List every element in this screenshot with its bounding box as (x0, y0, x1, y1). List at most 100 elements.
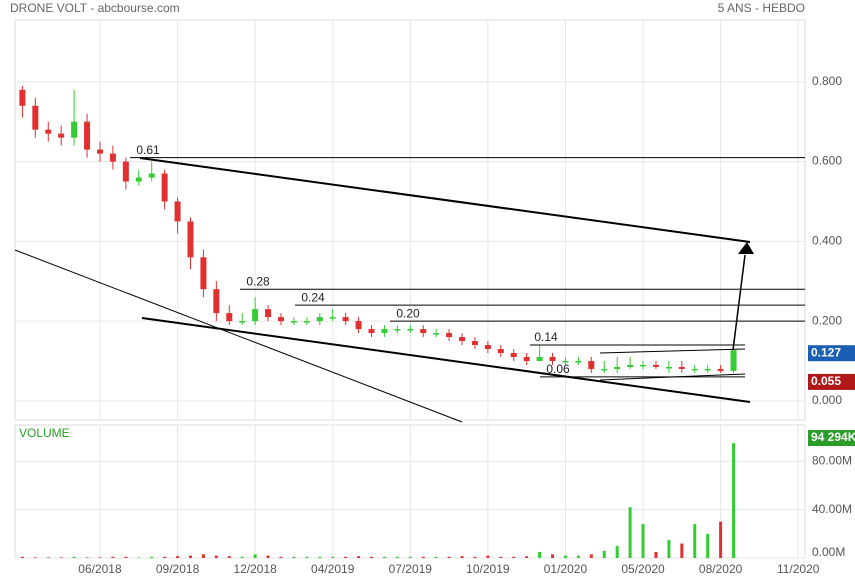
candle-body (265, 309, 272, 318)
trend-line (141, 317, 751, 403)
marks (19, 85, 737, 558)
candle-body (84, 121, 91, 150)
x-tick-label: 01/2020 (544, 562, 588, 576)
candle-body (32, 105, 39, 130)
candle-body (614, 366, 621, 369)
volume-bar (124, 556, 128, 558)
level-label: 0.14 (534, 330, 558, 344)
candle-body (187, 221, 194, 258)
y-tick-label: 0.200 (812, 313, 842, 327)
volume-bar (447, 556, 451, 558)
x-tick-label: 09/2018 (156, 562, 200, 576)
volume-bar (357, 556, 361, 558)
volume-bar (111, 556, 115, 558)
volume-bar (344, 556, 348, 558)
candle-body (717, 368, 724, 371)
volume-bar (240, 556, 244, 558)
volume-bar (305, 556, 309, 558)
candle-body (627, 364, 634, 367)
volume-bar (20, 556, 24, 558)
volume-bar (163, 556, 167, 558)
volume-bar (85, 557, 89, 558)
volume-bar (201, 554, 205, 558)
arrow-head (738, 242, 754, 254)
volume-bar (421, 556, 425, 558)
trend-line (14, 249, 463, 423)
volume-bar (176, 556, 180, 558)
volume-bar (72, 556, 76, 558)
candle-body (549, 356, 556, 361)
volume-bar (551, 554, 555, 558)
candle-body (290, 321, 297, 323)
candle-body (381, 329, 388, 334)
x-tick-label: 12/2018 (233, 562, 277, 576)
level-label: 0.24 (301, 290, 325, 304)
volume-bar (654, 551, 658, 558)
trend-line (599, 348, 746, 354)
volume-bar (292, 556, 296, 558)
volume-bar (460, 556, 464, 558)
volume-tick-label: 40.00M (812, 502, 852, 516)
candle-body (575, 360, 582, 363)
candle-body (459, 337, 466, 342)
value-tag-label: 0.055 (811, 374, 841, 388)
value-tag (808, 430, 855, 446)
arrow (732, 254, 746, 351)
candle-body (109, 153, 116, 162)
volume-bar (732, 443, 736, 558)
volume-bar (706, 533, 710, 558)
candle-body (174, 201, 181, 222)
chart-subtitle: 5 ANS - HEBDO (718, 1, 805, 15)
candle-body (562, 360, 569, 363)
volume-bar (628, 507, 632, 558)
volume-bar (538, 551, 542, 558)
y-tick-label: 0.400 (812, 234, 842, 248)
value-tag-label: 94 294K (811, 430, 855, 444)
candle-body (678, 366, 685, 369)
volume-bar (486, 555, 490, 558)
candle-body (420, 329, 427, 334)
x-tick-label: 04/2019 (311, 562, 355, 576)
candle-body (368, 329, 375, 334)
volume-bar (33, 557, 37, 558)
volume-bar (279, 556, 283, 558)
volume-bar (615, 545, 619, 558)
y-tick-label: 0.000 (812, 393, 842, 407)
candle-body (407, 329, 414, 331)
volume-tick-label: 0.00M (812, 545, 845, 559)
level-label: 0.61 (136, 143, 160, 157)
candle-body (213, 289, 220, 314)
candle-body (704, 368, 711, 371)
candle-body (200, 257, 207, 290)
volume-bar (253, 554, 257, 558)
candle-body (652, 364, 659, 367)
level-label: 0.28 (246, 274, 270, 288)
volume-bar (525, 556, 529, 558)
candle-body (122, 161, 129, 182)
volume-bar (563, 555, 567, 558)
x-tick-label: 10/2019 (466, 562, 510, 576)
volume-bar (137, 557, 141, 558)
candle-body (536, 356, 543, 361)
volume-bar (214, 555, 218, 558)
volume-bar (434, 556, 438, 558)
volume-bar (266, 555, 270, 558)
volume-bar (576, 555, 580, 558)
candle-body (342, 317, 349, 322)
candle-body (316, 317, 323, 322)
level-label: 0.06 (546, 362, 570, 376)
candle-body (239, 321, 246, 323)
candle-body (148, 173, 155, 178)
volume-tick-label: 80.00M (812, 453, 852, 467)
candle-body (691, 368, 698, 371)
candle-body (433, 333, 440, 335)
candle-body (135, 177, 142, 182)
volume-bar (408, 556, 412, 558)
volume-bar (382, 556, 386, 558)
volume-bar (150, 556, 154, 558)
level-label: 0.20 (396, 306, 420, 320)
y-tick-label: 0.800 (812, 74, 842, 88)
volume-bar (719, 521, 723, 558)
x-tick-label: 06/2018 (78, 562, 122, 576)
